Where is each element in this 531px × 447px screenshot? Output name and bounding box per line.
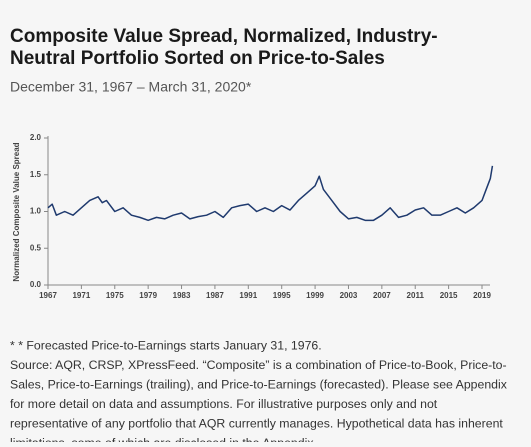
chart-title: Neutral Portfolio Sorted on Price-to-Sal… [10,48,385,69]
data-line [47,165,494,222]
x-tick-label: 1975 [106,291,124,300]
chart-subtitle: December 31, 1967 – March 31, 2020* [10,79,252,95]
x-tick-label: 1991 [239,291,257,300]
x-tick-label: 1983 [173,291,191,300]
x-tick-label: 2011 [407,291,425,300]
y-tick-label: 1.0 [30,207,42,216]
x-tick-label: 1967 [39,291,57,300]
x-tick-label: 1999 [306,291,324,300]
x-tick-label: 1971 [72,291,90,300]
x-tick-label: 1995 [273,291,291,300]
footnote: for more detail on data and assumptions.… [10,397,438,411]
y-tick-label: 0.5 [30,243,42,252]
x-tick-label: 1987 [206,291,224,300]
chart-title: Composite Value Spread, Normalized, Indu… [10,26,438,47]
y-tick-label: 2.0 [30,133,42,142]
x-tick-label: 2015 [440,291,458,300]
footnote: Sales, Price-to-Earnings (trailing), and… [10,377,508,391]
y-tick-label: 0.0 [30,280,42,289]
footnote: representative of any portfolio that AQR… [10,416,503,430]
footnote: limitations, some of which are disclosed… [10,436,317,442]
footnote: * * Forecasted Price-to-Earnings starts … [10,338,322,352]
footnote: Source: AQR, CRSP, XPressFeed. “Composit… [10,358,507,372]
x-tick-label: 2003 [340,291,358,300]
x-tick-label: 2019 [473,291,491,300]
x-tick-label: 2007 [373,291,391,300]
y-tick-label: 1.5 [30,170,42,179]
y-axis-label: Normalized Composite Value Spread [12,142,21,281]
x-tick-label: 1979 [139,291,157,300]
